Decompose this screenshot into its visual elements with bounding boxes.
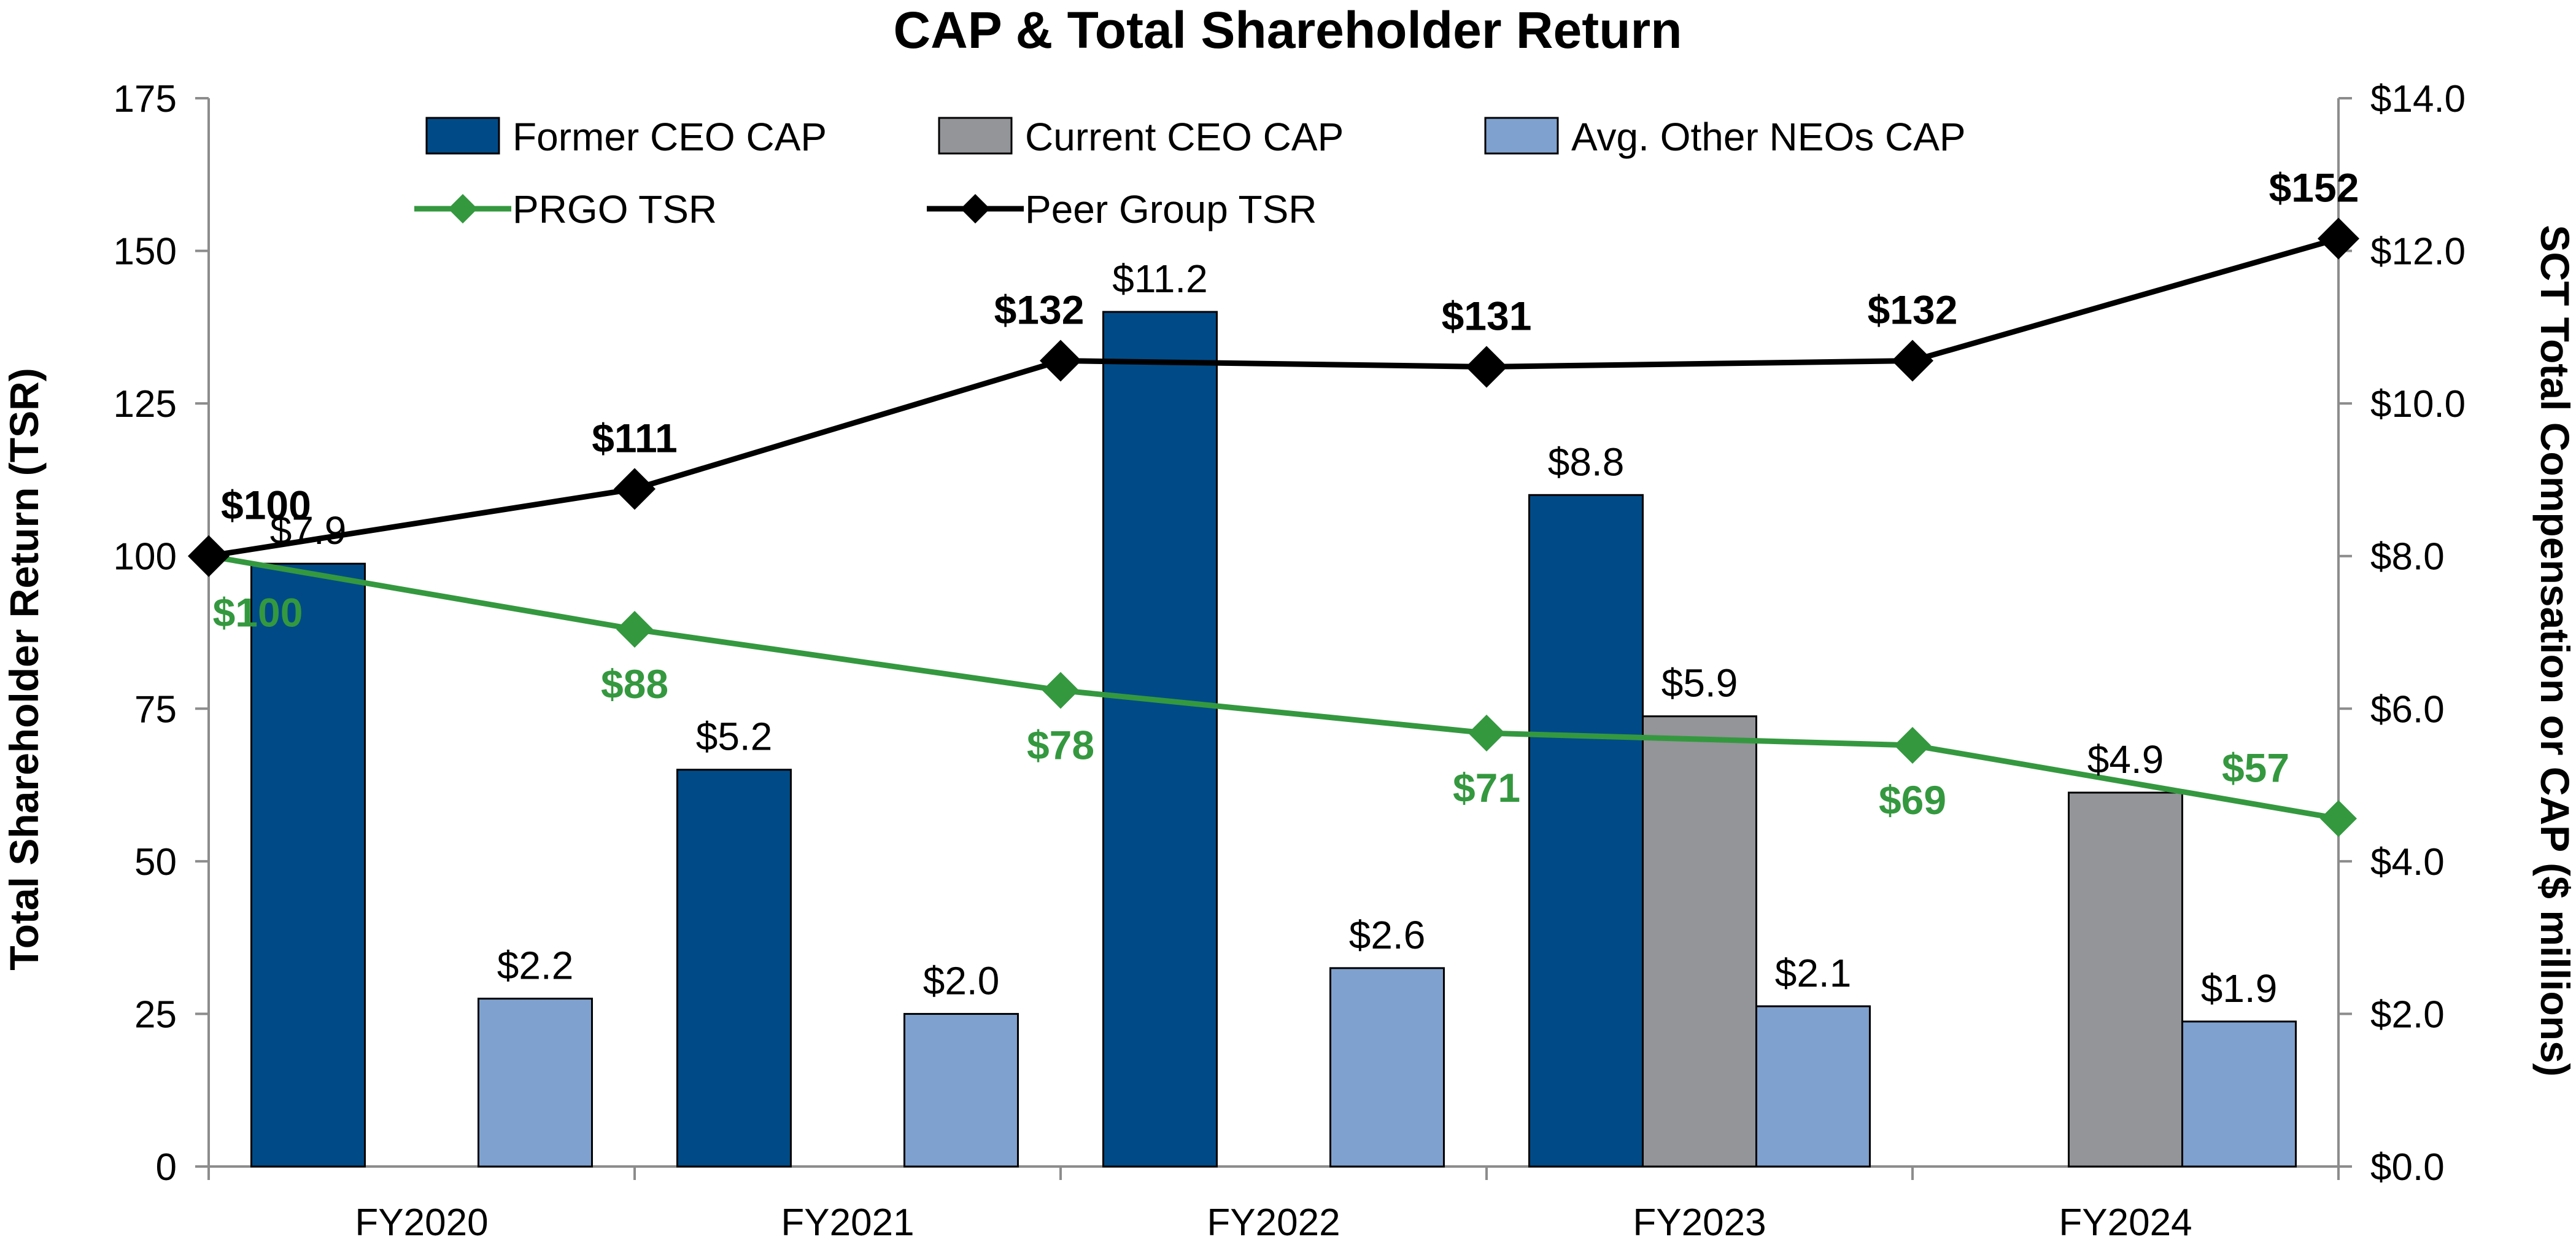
- bar-value-label: $2.1: [1775, 951, 1852, 995]
- line-0: [208, 553, 2339, 821]
- legend-marker: [961, 194, 990, 223]
- bar-value-label: $2.0: [923, 958, 1000, 1003]
- line-value-label: $100: [213, 590, 303, 635]
- bar-value-label: $2.2: [497, 944, 574, 988]
- chart-title: CAP & Total Shareholder Return: [893, 1, 1682, 59]
- legend-label: Avg. Other NEOs CAP: [1571, 115, 1966, 159]
- line-value-label: $100: [221, 483, 311, 528]
- tsr-lines: [188, 217, 2359, 837]
- bar: [1329, 967, 1445, 1168]
- bar: [676, 769, 792, 1168]
- line-value-label: $152: [2269, 165, 2359, 211]
- y-right-tick-label: $6.0: [2370, 688, 2445, 731]
- bar-value-label: $5.2: [696, 715, 773, 759]
- y-right-tick-label: $12.0: [2370, 231, 2466, 273]
- line-marker: [1042, 672, 1079, 709]
- legend-label: PRGO TSR: [512, 187, 717, 231]
- line-value-label: $111: [592, 415, 678, 460]
- line-value-label: $131: [1442, 293, 1532, 338]
- bar: [2068, 791, 2183, 1168]
- line-value-label: $71: [1453, 765, 1520, 810]
- bar: [1102, 311, 1218, 1168]
- y-axis-left-title: Total Shareholder Return (TSR): [1, 368, 47, 971]
- y-left-tick-label: 125: [114, 383, 177, 425]
- legend: Former CEO CAP Current CEO CAP Avg. Other …: [414, 115, 1966, 231]
- y-right-tick-label: $2.0: [2370, 993, 2445, 1036]
- y-axis-right-title: SCT Total Compensation or CAP ($ million…: [2532, 225, 2576, 1076]
- axes: 0 25 50 75 100 125 150 175 $0.0 $2.0 $4.0 $6.0 $8.0 $…: [114, 78, 2466, 1244]
- line-value-label: $132: [994, 287, 1085, 333]
- y-right-tick-label: $4.0: [2370, 841, 2445, 883]
- bar-value-label: $2.6: [1349, 913, 1426, 957]
- y-left-tick-label: 75: [134, 688, 177, 731]
- line-value-label: $78: [1027, 722, 1094, 767]
- x-category-label: FY2024: [2059, 1201, 2192, 1244]
- line-marker: [188, 535, 230, 577]
- data-labels: $7.9 $5.2 $11.2 $8.8 $5.9 $4.9 $2.2 $2.0 $2.6 $2.…: [213, 165, 2359, 1011]
- bar: [1642, 715, 1757, 1168]
- bar-value-label: $1.9: [2201, 966, 2278, 1011]
- line-marker: [1468, 715, 1505, 752]
- bar: [2181, 1020, 2297, 1168]
- y-right-tick-label: $0.0: [2370, 1146, 2445, 1189]
- y-right-tick-label: $14.0: [2370, 78, 2466, 120]
- line-value-label: $88: [601, 661, 668, 707]
- line-marker: [1040, 340, 1081, 382]
- x-category-label: FY2020: [355, 1201, 488, 1244]
- x-category-label: FY2023: [1633, 1201, 1766, 1244]
- bar: [478, 998, 593, 1168]
- bar-value-label: $8.8: [1548, 440, 1625, 484]
- bar: [1528, 494, 1644, 1168]
- legend-label: Peer Group TSR: [1025, 187, 1317, 231]
- bar-value-label: $5.9: [1661, 661, 1738, 705]
- y-right-tick-label: $8.0: [2370, 536, 2445, 578]
- line-marker: [616, 611, 653, 648]
- y-left-tick-label: 150: [114, 231, 177, 273]
- line-marker: [614, 468, 656, 510]
- bar-value-label: $7.9: [270, 508, 347, 553]
- legend-swatch: [425, 117, 500, 155]
- bars: [250, 311, 2297, 1168]
- legend-label: Former CEO CAP: [512, 115, 827, 159]
- line-marker: [2318, 217, 2359, 260]
- y-left-tick-label: 100: [114, 536, 177, 578]
- bar: [903, 1012, 1019, 1168]
- legend-marker: [448, 194, 478, 223]
- line-marker: [1466, 346, 1507, 388]
- legend-label: Current CEO CAP: [1025, 115, 1344, 159]
- line-value-label: $57: [2222, 745, 2289, 790]
- line-1: [208, 236, 2340, 559]
- y-left-tick-label: 25: [134, 993, 177, 1036]
- bar-value-label: $11.2: [1112, 257, 1207, 301]
- legend-swatch: [1484, 117, 1559, 155]
- x-category-label: FY2022: [1207, 1201, 1340, 1244]
- line-value-label: $132: [1868, 287, 1958, 333]
- bar-value-label: $4.9: [2087, 737, 2164, 782]
- bar: [250, 562, 366, 1168]
- legend-swatch: [938, 117, 1013, 155]
- line-marker: [2320, 800, 2357, 837]
- bar: [1755, 1005, 1871, 1168]
- y-left-tick-label: 50: [134, 841, 177, 883]
- y-left-tick-label: 0: [156, 1146, 177, 1189]
- x-category-label: FY2021: [781, 1201, 914, 1244]
- y-right-tick-label: $10.0: [2370, 383, 2466, 425]
- line-value-label: $69: [1879, 777, 1946, 823]
- y-left-tick-label: 175: [114, 78, 177, 120]
- line-marker: [1892, 340, 1933, 382]
- line-marker: [1894, 726, 1931, 764]
